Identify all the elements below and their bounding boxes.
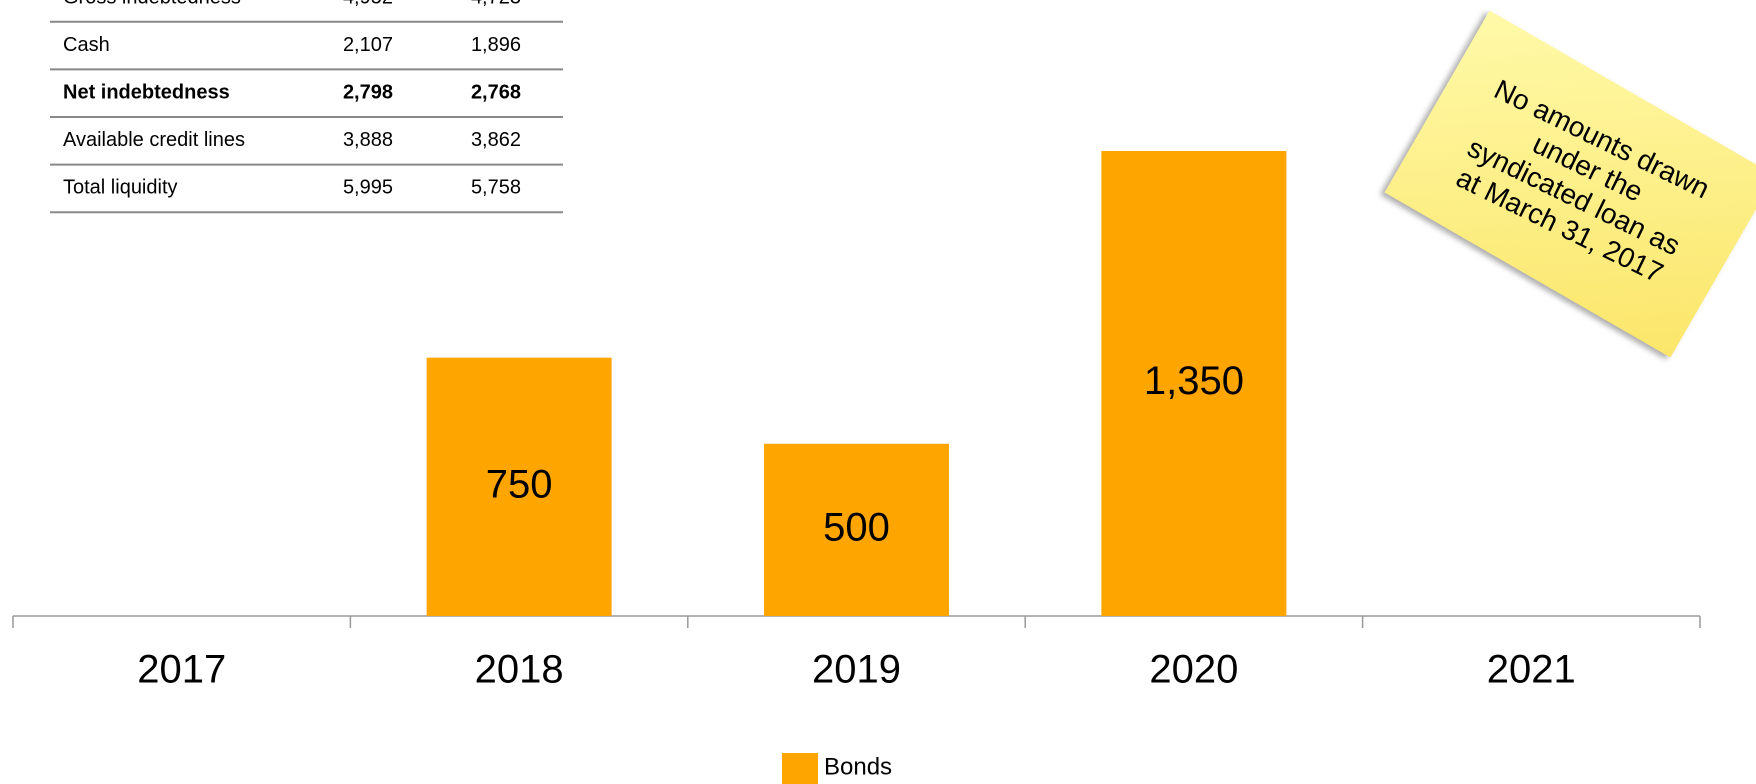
table-cell: 4,723 xyxy=(471,0,521,8)
table-cell: 1,896 xyxy=(471,34,521,56)
table-cell: 2,798 xyxy=(343,81,393,103)
x-tick-label: 2019 xyxy=(812,648,901,692)
table-cell: 3,862 xyxy=(471,129,521,151)
legend-label: Bonds xyxy=(824,753,892,780)
table-cell: 3,888 xyxy=(343,129,393,151)
x-tick-label: 2021 xyxy=(1487,648,1576,692)
note-paper xyxy=(1384,10,1756,358)
x-tick-label: 2017 xyxy=(137,648,226,692)
table-cell: Net indebtedness xyxy=(63,81,230,103)
value-label: 750 xyxy=(486,462,553,506)
value-label: 500 xyxy=(823,505,890,549)
table-cell: 5,758 xyxy=(471,177,521,199)
table-cell: 2,107 xyxy=(343,34,393,56)
table-cell: Cash xyxy=(63,34,110,56)
table-cell: 2,768 xyxy=(471,81,521,103)
legend-swatch xyxy=(782,753,818,784)
table-cell: Available credit lines xyxy=(63,129,245,151)
bar xyxy=(426,357,612,616)
x-tick-label: 2020 xyxy=(1149,648,1238,692)
bar xyxy=(1101,151,1287,616)
table-cell: Total liquidity xyxy=(63,177,178,199)
value-label: 1,350 xyxy=(1144,359,1244,403)
table-cell: 4,952 xyxy=(343,0,393,8)
bar xyxy=(764,443,949,616)
table-cell: 5,995 xyxy=(343,177,393,199)
x-tick-label: 2018 xyxy=(475,648,564,692)
table-cell: Gross indebtedness xyxy=(63,0,241,8)
